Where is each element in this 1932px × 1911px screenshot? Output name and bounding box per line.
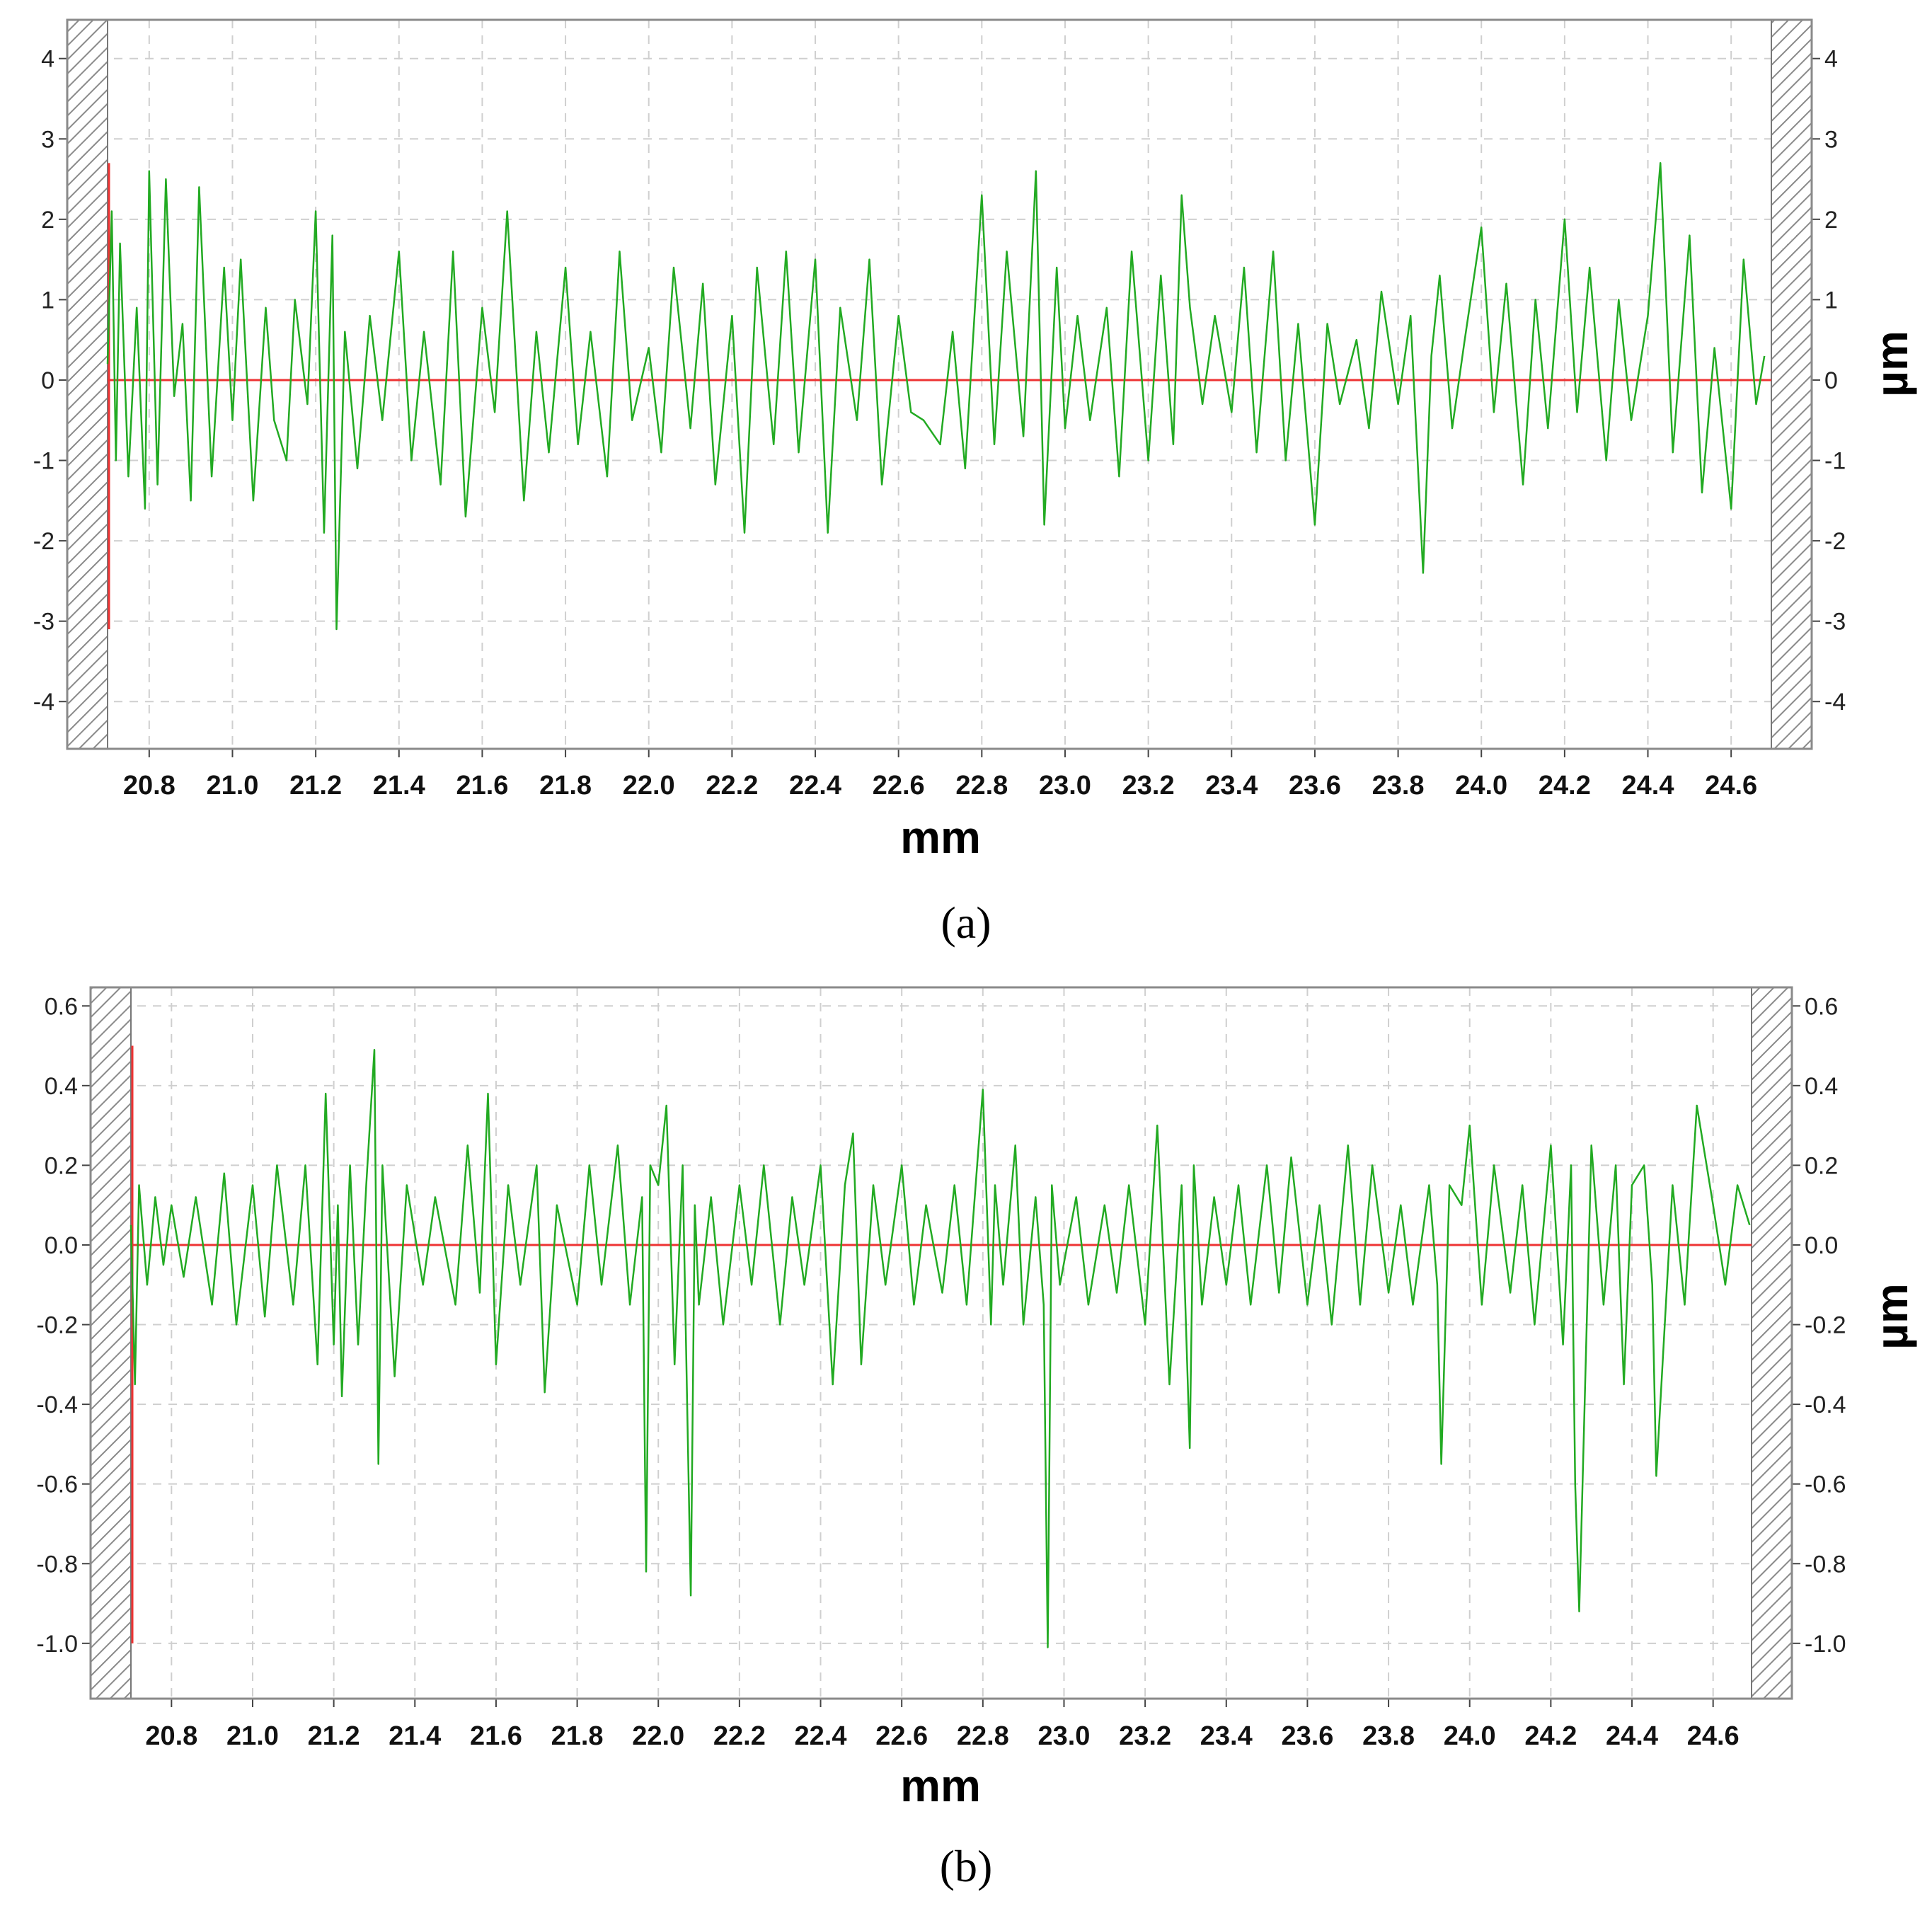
- x-tick-label: 21.0: [206, 771, 258, 800]
- y-tick-label-left: 0.4: [45, 1073, 78, 1100]
- y-tick-label-left: -2: [33, 528, 54, 555]
- x-tick-label: 20.8: [145, 1721, 197, 1751]
- x-tick-label: 22.2: [713, 1721, 766, 1751]
- y-tick-label-right: 0.6: [1805, 993, 1838, 1020]
- x-tick-label: 24.2: [1524, 1721, 1577, 1751]
- y-tick-label-left: -0.6: [36, 1471, 78, 1498]
- y-tick-label-right: 0.2: [1805, 1152, 1838, 1179]
- y-tick-label-right: -1.0: [1805, 1631, 1846, 1658]
- plot-frame: [89, 986, 1793, 1700]
- x-tick-label: 23.8: [1362, 1721, 1415, 1751]
- x-tick-label: 23.4: [1205, 771, 1258, 800]
- x-tick-label: 24.6: [1705, 771, 1757, 800]
- x-tick-label: 21.8: [539, 771, 592, 800]
- y-tick-label-left: -0.4: [36, 1391, 78, 1418]
- y-axis-title-a: µm: [1866, 331, 1917, 397]
- y-tick-label-left: 3: [41, 126, 54, 153]
- x-tick-label: 21.2: [308, 1721, 360, 1751]
- x-tick-label: 21.8: [551, 1721, 604, 1751]
- x-tick-label: 22.0: [623, 771, 675, 800]
- y-tick-label-right: 0.0: [1805, 1232, 1838, 1259]
- panel-label-b: (b): [940, 1841, 993, 1891]
- x-tick-label: 24.0: [1444, 1721, 1496, 1751]
- y-tick-label-right: 0: [1824, 367, 1838, 394]
- x-tick-label: 21.2: [289, 771, 342, 800]
- hatched-zone-left: [90, 987, 132, 1699]
- y-tick-label-left: -1.0: [36, 1631, 78, 1658]
- plot-area-a: [67, 20, 1812, 749]
- y-tick-label-left: -0.2: [36, 1312, 78, 1339]
- x-tick-label: 23.6: [1281, 1721, 1333, 1751]
- y-tick-label-right: 2: [1824, 207, 1838, 234]
- x-tick-label: 24.4: [1606, 1721, 1658, 1751]
- y-tick-label-right: -0.2: [1805, 1312, 1846, 1339]
- hatched-zone-right: [1751, 987, 1793, 1699]
- y-tick-label-right: -0.6: [1805, 1471, 1846, 1498]
- x-tick-label: 21.6: [470, 1721, 522, 1751]
- y-tick-label-left: 2: [41, 207, 54, 234]
- y-tick-label-left: 0.0: [45, 1232, 78, 1259]
- x-tick-label: 23.4: [1200, 1721, 1253, 1751]
- panel-label-a: (a): [941, 897, 991, 948]
- x-tick-label: 21.6: [456, 771, 508, 800]
- x-tick-label: 21.4: [373, 771, 425, 800]
- profile-series-line: [130, 1048, 1751, 1648]
- x-tick-label: 23.8: [1372, 771, 1425, 800]
- profile-series-line: [106, 162, 1766, 631]
- x-tick-label: 22.0: [632, 1721, 684, 1751]
- x-tick-label: 24.4: [1622, 771, 1674, 800]
- x-tick-label: 24.2: [1539, 771, 1591, 800]
- y-tick-label-right: -1: [1824, 448, 1846, 475]
- y-tick-label-right: -3: [1824, 609, 1846, 636]
- x-tick-label: 22.6: [875, 1721, 928, 1751]
- y-tick-label-right: -0.8: [1805, 1551, 1846, 1578]
- x-tick-label: 22.6: [873, 771, 925, 800]
- x-tick-label: 22.4: [789, 771, 841, 800]
- chart-panel-a: 20.8 21.0 21.2 21.4 21.6 21.8 22.0 22.2 22.4 22.6…: [33, 18, 1846, 800]
- x-tick-label: 23.6: [1289, 771, 1341, 800]
- x-tick-label: 22.8: [957, 1721, 1009, 1751]
- x-tick-label: 24.0: [1455, 771, 1507, 800]
- y-tick-label-left: 0: [41, 367, 54, 394]
- y-tick-label-right: -4: [1824, 689, 1846, 716]
- hatched-zone-right: [1771, 19, 1812, 750]
- y-tick-label-right: -0.4: [1805, 1391, 1846, 1418]
- x-tick-label: 24.6: [1687, 1721, 1740, 1751]
- x-tick-label: 22.2: [706, 771, 758, 800]
- y-axis-title-b: µm: [1866, 1283, 1917, 1350]
- y-tick-label-left: 0.2: [45, 1152, 78, 1179]
- hatched-zone-left: [67, 19, 108, 750]
- y-tick-label-left: -0.8: [36, 1551, 78, 1578]
- x-tick-label: 23.2: [1119, 1721, 1171, 1751]
- chart-panel-b: 20.8 21.0 21.2 21.4 21.6 21.8 22.0 22.2 22.4 22.6…: [36, 986, 1846, 1751]
- x-axis-title-a: mm: [900, 812, 981, 863]
- y-tick-label-right: 3: [1824, 126, 1838, 153]
- x-axis-title-b: mm: [900, 1760, 981, 1811]
- plot-frame: [66, 18, 1813, 750]
- y-tick-label-left: 4: [41, 46, 54, 73]
- y-tick-label-right: 1: [1824, 287, 1838, 314]
- x-tick-label: 23.0: [1037, 1721, 1090, 1751]
- y-tick-label-left: 0.6: [45, 993, 78, 1020]
- plot-area-b: [91, 987, 1792, 1699]
- y-tick-label-left: -4: [33, 689, 54, 716]
- x-tick-label: 20.8: [123, 771, 176, 800]
- x-tick-label: 22.4: [795, 1721, 847, 1751]
- y-tick-label-left: -3: [33, 609, 54, 636]
- x-tick-label: 21.0: [226, 1721, 279, 1751]
- y-tick-label-right: 4: [1824, 46, 1838, 73]
- x-tick-label: 21.4: [389, 1721, 441, 1751]
- y-tick-label-left: -1: [33, 448, 54, 475]
- x-tick-label: 23.0: [1039, 771, 1091, 800]
- y-tick-label-left: 1: [41, 287, 54, 314]
- y-tick-label-right: 0.4: [1805, 1073, 1838, 1100]
- x-tick-label: 22.8: [955, 771, 1008, 800]
- x-tick-label: 23.2: [1122, 771, 1175, 800]
- y-tick-label-right: -2: [1824, 528, 1846, 555]
